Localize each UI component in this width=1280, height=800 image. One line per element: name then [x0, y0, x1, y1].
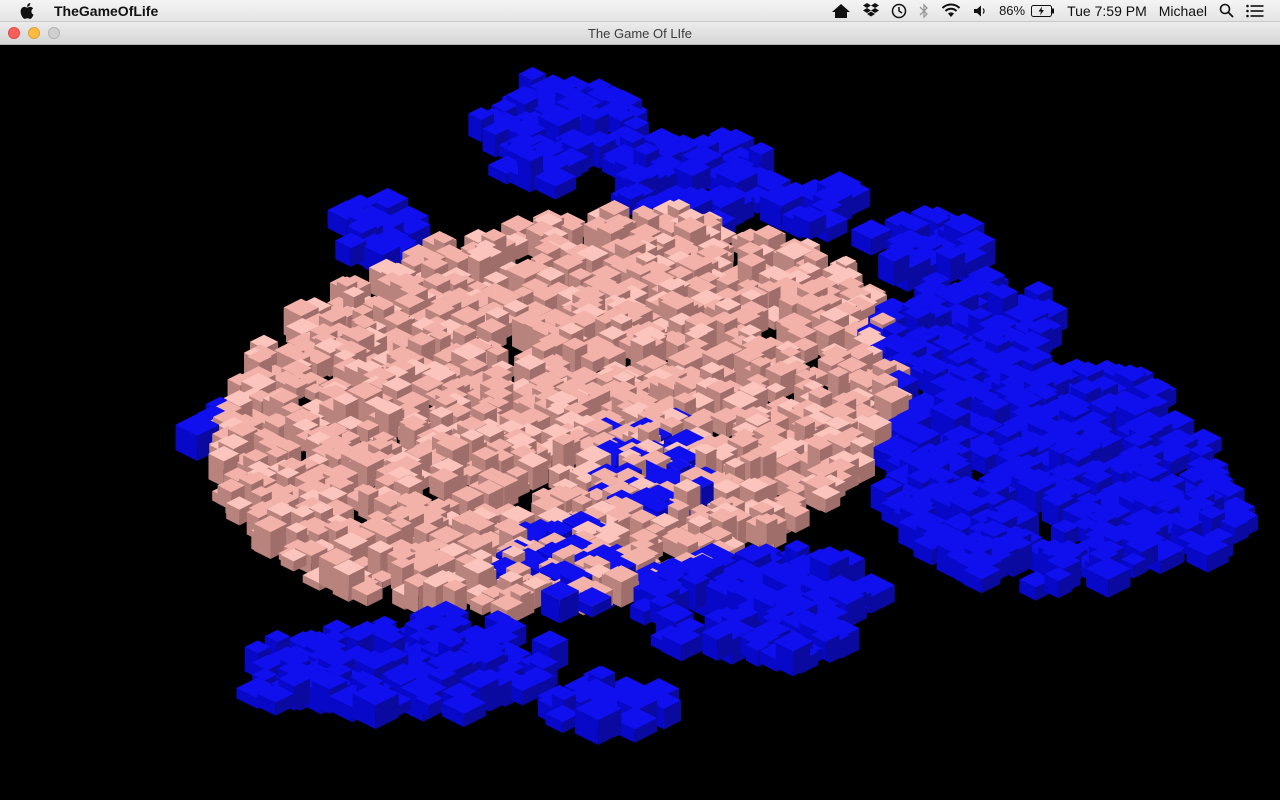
menu-bar: TheGameOfLife 86% — [0, 0, 1280, 22]
game-of-life-3d-viewport[interactable] — [0, 45, 1280, 800]
new-cell-voxel — [851, 219, 892, 256]
app-menu-name[interactable]: TheGameOfLife — [54, 2, 159, 19]
volume-icon[interactable] — [973, 0, 987, 22]
dropbox-icon[interactable] — [863, 0, 880, 22]
window-titlebar[interactable]: The Game Of LIfe — [0, 22, 1280, 45]
close-window-button[interactable] — [8, 27, 20, 39]
wifi-icon[interactable] — [941, 0, 961, 22]
window-title: The Game Of LIfe — [587, 26, 693, 41]
zoom-window-button[interactable] — [48, 27, 60, 39]
cell-scene — [175, 66, 1259, 745]
battery-icon[interactable] — [1031, 0, 1055, 22]
minimize-window-button[interactable] — [28, 27, 40, 39]
home-icon[interactable] — [831, 0, 851, 22]
notification-center-icon[interactable] — [1246, 0, 1264, 22]
new-cell-voxel — [793, 206, 827, 240]
new-cell-voxel — [673, 157, 711, 195]
new-cell-voxel — [775, 634, 811, 677]
apple-icon[interactable] — [20, 2, 34, 19]
user-name[interactable]: Michael — [1158, 2, 1207, 19]
time-machine-icon[interactable] — [891, 0, 907, 22]
spotlight-search-icon[interactable] — [1219, 0, 1234, 22]
battery-percentage[interactable]: 86% — [999, 3, 1026, 18]
live-cell-voxel — [467, 250, 491, 287]
bluetooth-icon[interactable] — [919, 0, 929, 22]
live-cell-voxel — [755, 513, 778, 548]
new-cell-voxel — [335, 232, 367, 267]
clock[interactable]: Tue 7:59 PM — [1067, 2, 1147, 19]
new-cell-voxel — [878, 246, 910, 287]
new-cell-voxel — [702, 624, 733, 661]
new-cell-voxel — [534, 165, 577, 200]
